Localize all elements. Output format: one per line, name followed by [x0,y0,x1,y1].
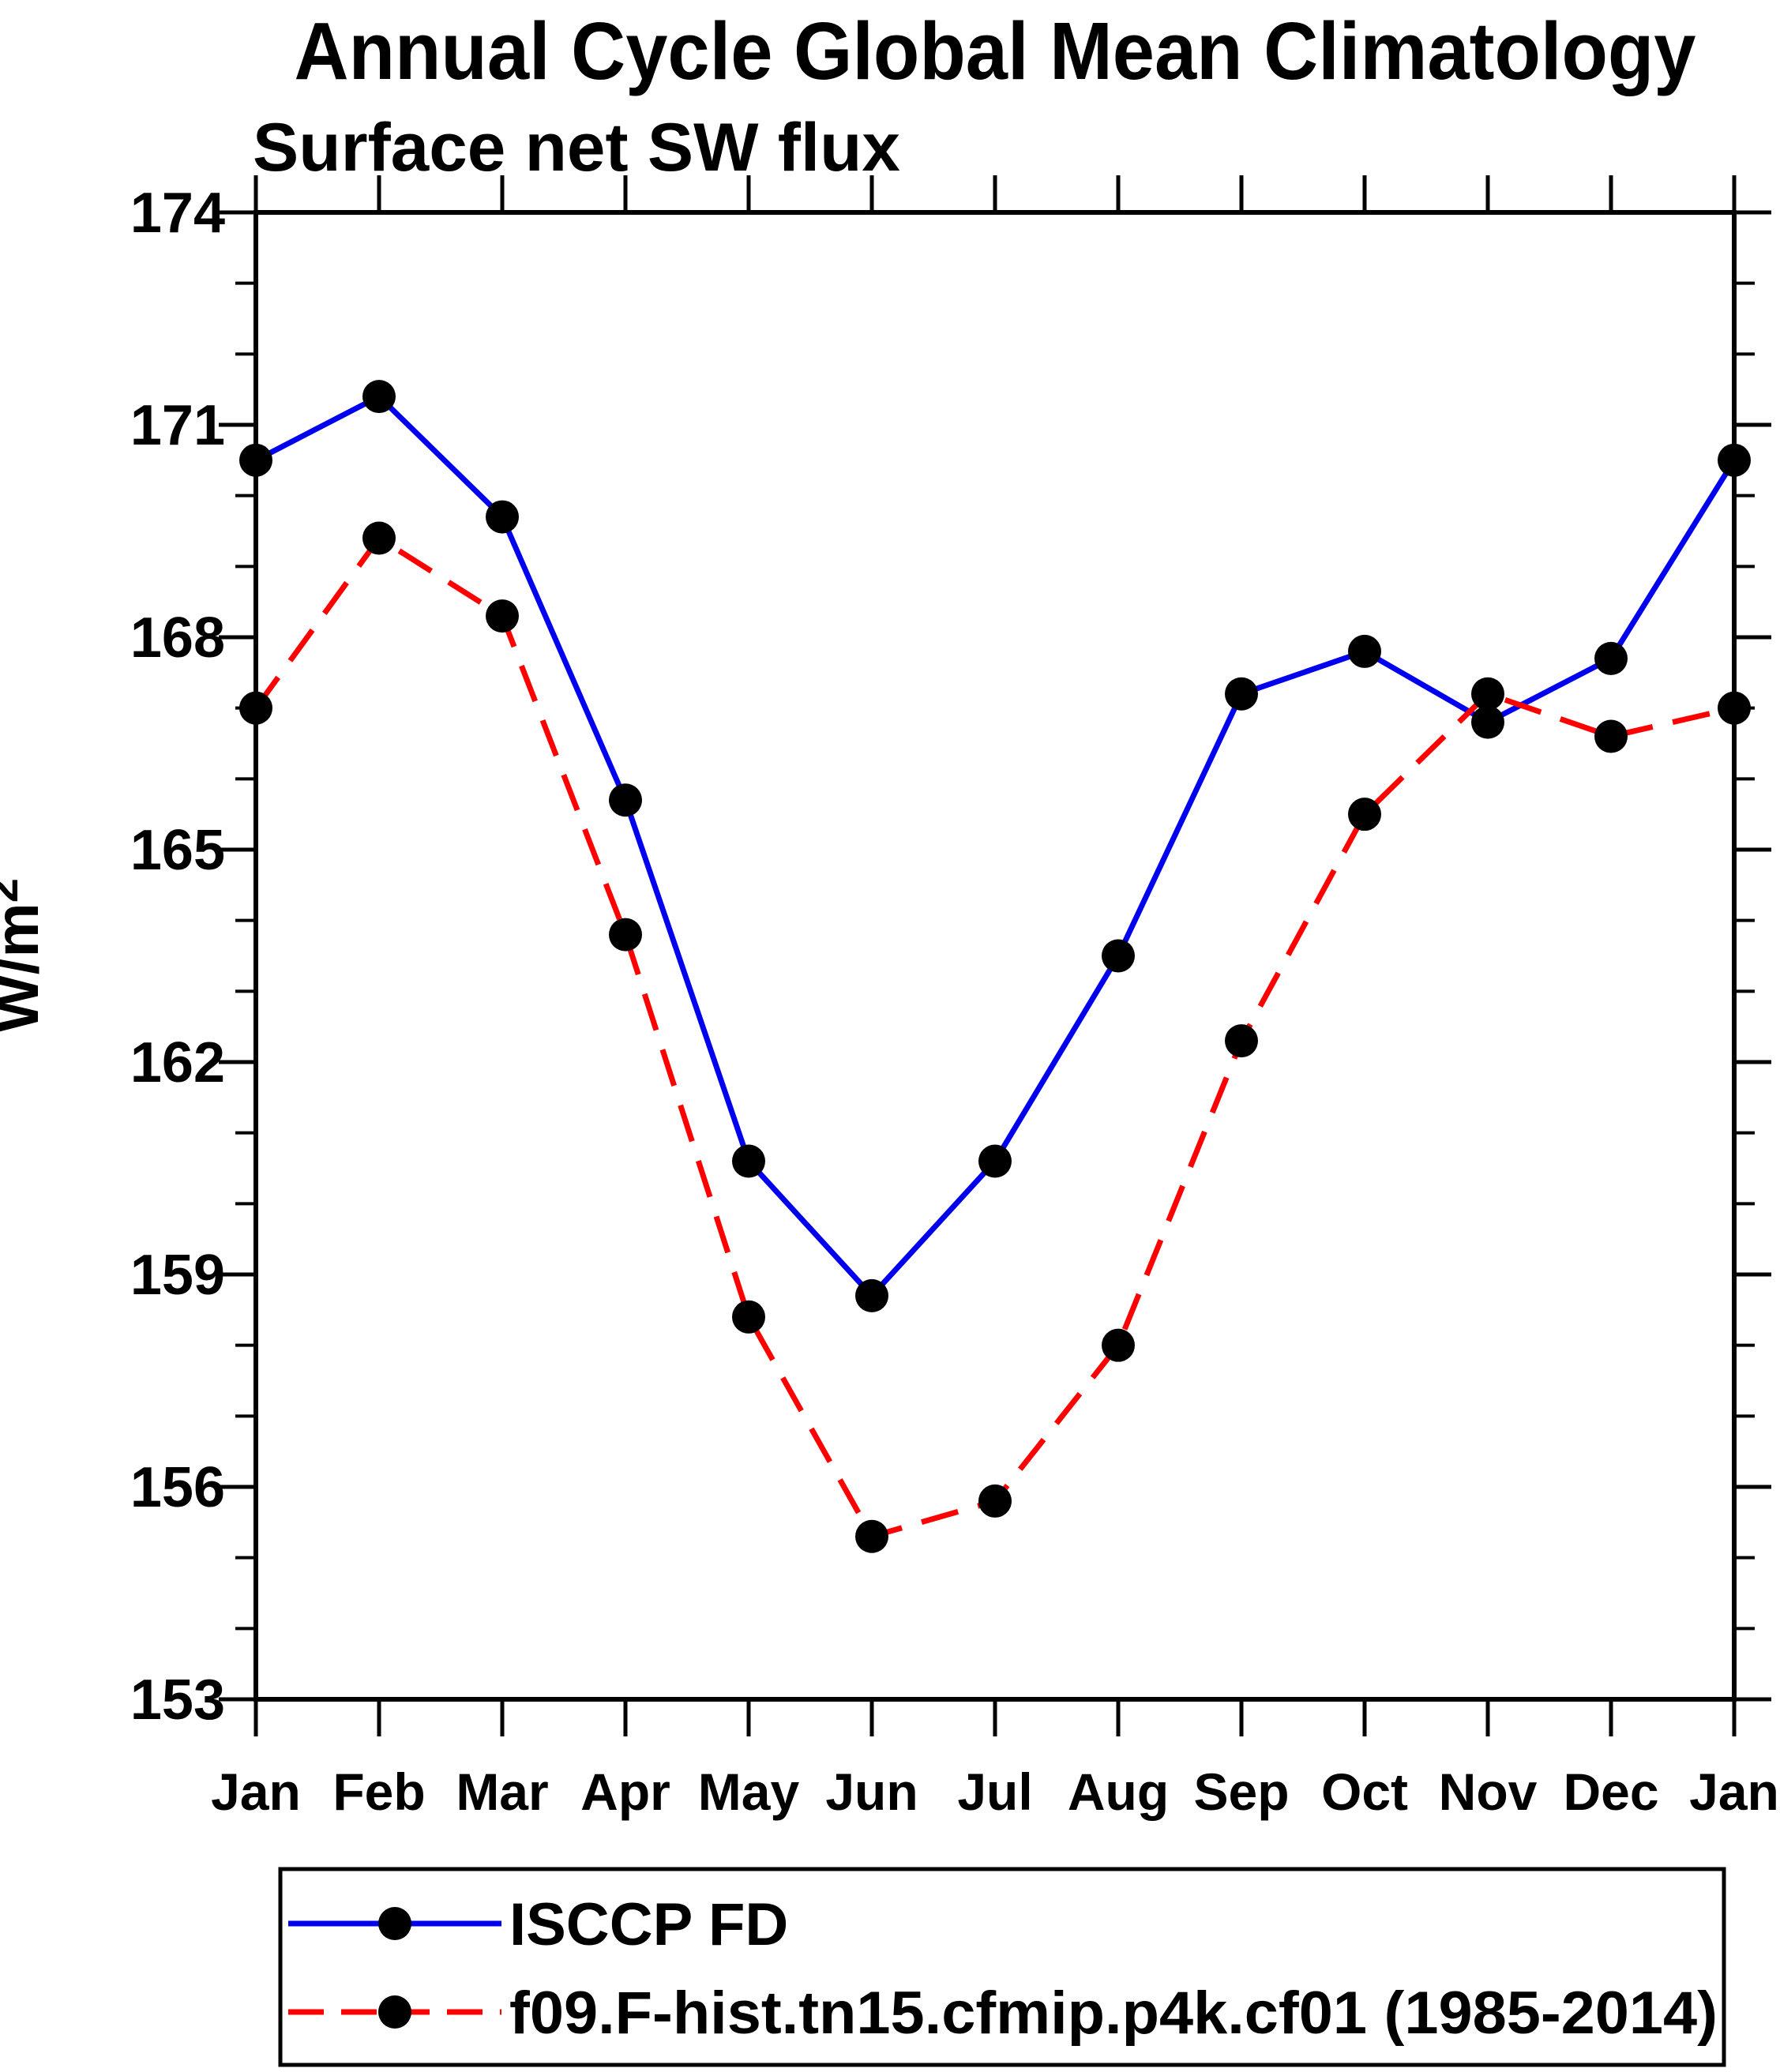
model-run-point-oct-9 [1348,798,1381,831]
isccp-fd-point-jun-5 [855,1278,888,1312]
isccp-fd-point-mar-2 [486,500,519,534]
x-tick-label: May [698,1762,800,1821]
model-run-line [253,534,1735,1540]
x-tick-label: Oct [1321,1762,1408,1821]
model-run-point-jun-5 [855,1519,888,1553]
y-tick-label: 153 [130,1668,225,1732]
x-tick-label: Dec [1563,1762,1658,1821]
model-run-point-sep-8 [1225,1024,1258,1058]
isccp-fd-point-nov-10 [1471,705,1504,739]
isccp-fd-point-may-4 [732,1144,765,1178]
y-axis-label: W/m2 [0,878,51,1033]
y-axis-label-base: W/m [0,903,51,1033]
model-run-point-jan-0 [239,691,272,725]
x-tick-label: Mar [456,1762,548,1821]
data-point-markers [239,380,1751,1553]
isccp-fd-point-apr-3 [609,783,642,817]
x-tick-label: Feb [332,1762,425,1821]
model-run-point-jan-12 [1718,691,1751,725]
x-tick-label: Apr [580,1762,670,1821]
legend: ISCCP FD f09.F-hist.tn15.cfmip.p4k.cf01 … [278,1867,1726,2067]
legend-marker-isccp [378,1907,411,1940]
legend-label-model: f09.F-hist.tn15.cfmip.p4k.cf01 (1985-201… [509,1980,1718,2047]
y-tick-label: 174 [130,182,225,245]
y-tick-label: 159 [130,1244,225,1307]
x-tick-label: Nov [1439,1762,1538,1821]
model-run-point-jul-6 [978,1484,1012,1518]
isccp-fd-point-oct-9 [1348,634,1381,668]
model-run-point-may-4 [732,1300,765,1334]
y-tick-label: 171 [130,394,225,457]
model-run-point-apr-3 [609,918,642,952]
x-tick-label: Jan [1689,1762,1779,1821]
x-tick-label: Jul [957,1762,1032,1821]
isccp-fd-point-dec-11 [1594,641,1628,675]
model-run-point-dec-11 [1594,719,1628,753]
series-lines [253,392,1737,1540]
isccp-fd-point-jan-12 [1718,443,1751,477]
legend-marker-model [378,1995,411,2029]
model-run-point-mar-2 [486,599,519,633]
isccp-fd-point-jan-0 [239,443,272,477]
y-tick-label: 156 [130,1456,225,1519]
isccp-fd-point-jul-6 [978,1144,1012,1178]
plot-frame [253,210,1737,1702]
y-tick-label: 162 [130,1031,225,1094]
model-run-point-nov-10 [1471,677,1504,711]
legend-box [278,1867,1726,2067]
x-tick-label: Jun [825,1762,918,1821]
isccp-fd-point-sep-8 [1225,677,1258,711]
x-tick-label: Sep [1193,1762,1289,1821]
axis-ticks [219,175,1771,1736]
y-axis-label-exponent: 2 [0,878,27,903]
isccp-fd-point-feb-1 [362,380,396,414]
y-tick-label: 168 [130,606,225,670]
chart-title: Annual Cycle Global Mean Climatology [295,6,1696,96]
model-run-point-feb-1 [362,521,396,555]
y-tick-label: 165 [130,819,225,882]
isccp-fd-point-aug-7 [1102,939,1135,973]
x-tick-label: Jan [211,1762,301,1821]
legend-label-isccp: ISCCP FD [509,1891,788,1958]
chart-subtitle: Surface net SW flux [253,110,900,186]
x-tick-label: Aug [1068,1762,1169,1821]
axis-tick-labels: Jan Feb Mar Apr May Jun Jul Aug Sep Oct Nov Dec Jan 1… [130,182,1779,1821]
model-run-point-aug-7 [1102,1328,1135,1362]
